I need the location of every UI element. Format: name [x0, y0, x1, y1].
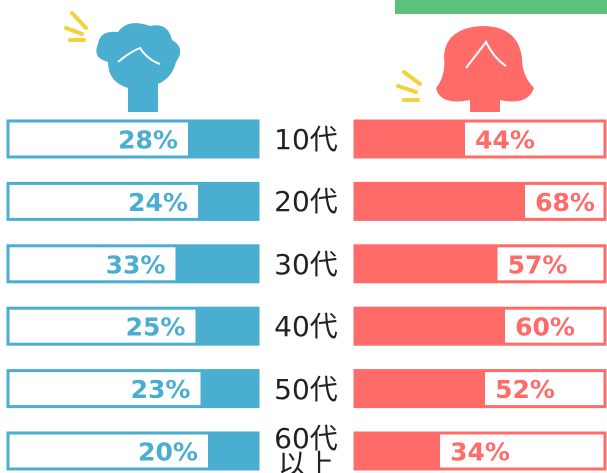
value-label-box: [528, 187, 602, 216]
value-label-box: [98, 249, 173, 278]
value-label-box: [123, 374, 198, 403]
value-label: 33%: [106, 250, 166, 279]
bar: [198, 183, 258, 220]
female-icon: [436, 26, 534, 112]
value-label-box: [468, 125, 542, 153]
male-spark: [64, 11, 88, 42]
category-label: 30代: [274, 247, 338, 281]
category-label: 10代: [274, 123, 338, 156]
bar: [200, 370, 258, 407]
value-label: 60%: [515, 313, 575, 342]
bar: [355, 183, 525, 220]
banner: [395, 0, 607, 14]
category-label: 40代: [274, 310, 338, 344]
value-label: 24%: [128, 188, 188, 217]
value-label: 28%: [118, 126, 178, 155]
bar: [195, 308, 258, 345]
bar: [355, 433, 440, 469]
bar: [175, 245, 258, 282]
value-label-box: [508, 312, 582, 341]
female-spark: [396, 70, 422, 102]
value-label: 23%: [131, 375, 191, 404]
value-label-box: [118, 312, 193, 341]
value-label: 44%: [475, 126, 535, 155]
bar: [355, 245, 498, 282]
value-label: 34%: [450, 438, 510, 467]
bar: [355, 370, 485, 407]
bar: [188, 121, 258, 157]
category-label: 50代: [274, 372, 338, 406]
value-label-box: [121, 187, 195, 216]
value-label-box: [500, 249, 575, 278]
value-label-box: [488, 374, 562, 403]
value-label: 68%: [535, 188, 595, 217]
value-label-box: [443, 437, 517, 465]
male-icon: [96, 23, 181, 112]
value-label: 57%: [508, 250, 568, 279]
value-label: 52%: [495, 375, 555, 404]
category-label: 60代以上: [274, 422, 338, 473]
value-label-box: [131, 437, 205, 465]
bar: [355, 121, 465, 157]
bar: [355, 308, 505, 345]
category-label: 20代: [274, 185, 338, 219]
value-label: 25%: [126, 313, 186, 342]
value-label: 20%: [138, 438, 198, 467]
value-label-box: [111, 125, 185, 153]
bar: [208, 433, 258, 469]
